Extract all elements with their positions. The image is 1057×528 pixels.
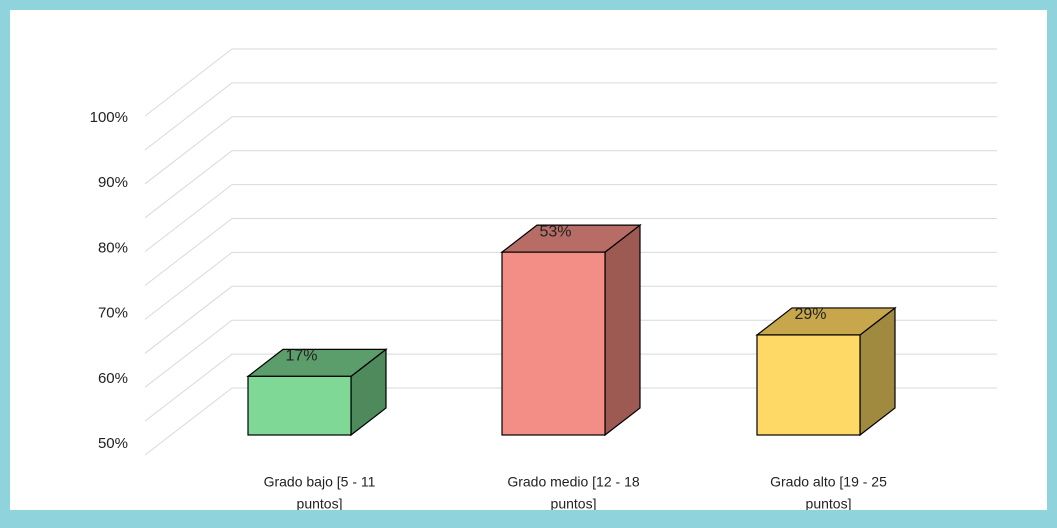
- y-axis-label: 70%: [98, 305, 128, 322]
- bar-side: [604, 223, 641, 437]
- y-axis-label: 90%: [98, 174, 128, 191]
- data-label: 53%: [539, 223, 571, 240]
- x-tick-label: puntos]: [551, 496, 597, 512]
- bar: [756, 334, 861, 436]
- grid-line: [144, 285, 997, 354]
- grid-line: [144, 353, 997, 422]
- grid-line: [144, 319, 997, 388]
- bar: [501, 251, 606, 436]
- grid-line: [144, 251, 997, 320]
- data-label: 29%: [794, 306, 826, 323]
- x-tick-label: Grado bajo [5 - 11: [264, 474, 376, 490]
- bar: [247, 375, 352, 436]
- grid-line: [144, 387, 997, 456]
- x-tick-label: Grado medio [12 - 18: [507, 474, 640, 490]
- x-tick-label: puntos]: [297, 496, 343, 512]
- grid-line: [144, 184, 997, 252]
- grid-line: [144, 218, 997, 286]
- frame-bottom: [0, 510, 1057, 528]
- data-label: 17%: [285, 348, 317, 365]
- grid-line: [144, 48, 997, 117]
- y-axis-label: 60%: [98, 370, 128, 387]
- y-axis-label: 80%: [98, 239, 128, 256]
- grid-line: [144, 82, 997, 151]
- x-tick-label: Grado alto [19 - 25: [770, 474, 887, 490]
- y-axis-label: 50%: [98, 435, 128, 452]
- x-tick-label: puntos]: [806, 496, 852, 512]
- grid-line: [144, 116, 997, 185]
- y-axis-label: 100%: [90, 109, 128, 126]
- grid-line: [144, 150, 997, 219]
